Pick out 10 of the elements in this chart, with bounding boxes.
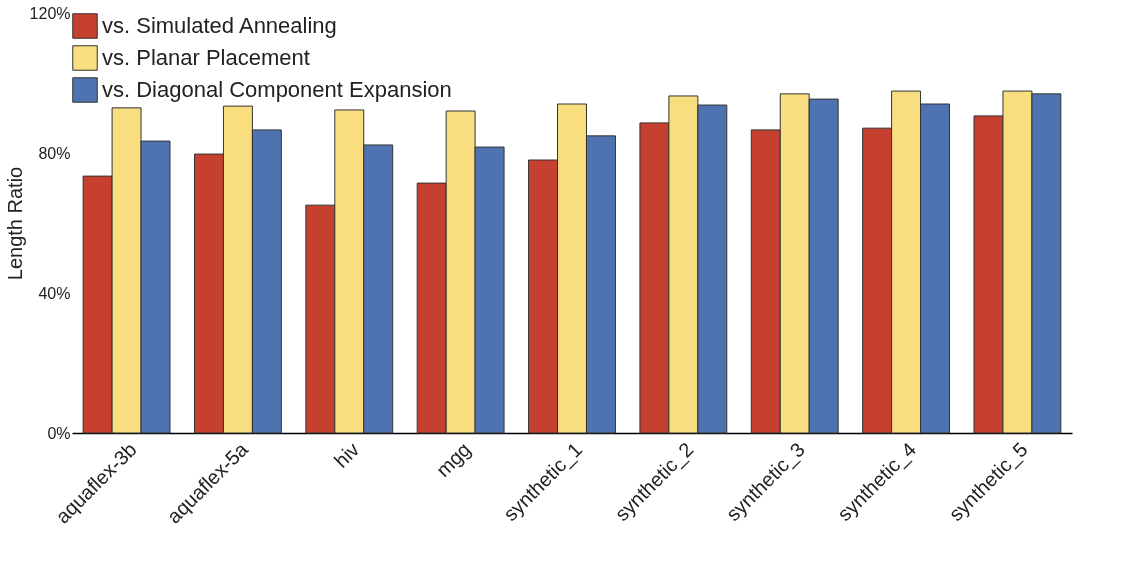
x-tick-label: hiv <box>329 438 364 472</box>
y-tick-label: 80% <box>38 144 71 162</box>
y-axis-title: Length Ratio <box>3 166 26 281</box>
legend-label: vs. Simulated Annealing <box>102 13 337 38</box>
legend-label: vs. Diagonal Component Expansion <box>102 77 452 102</box>
legend-label: vs. Planar Placement <box>102 45 310 70</box>
y-tick-label: 120% <box>29 4 71 22</box>
y-tick-label: 40% <box>38 284 71 302</box>
x-tick-label: mgg <box>431 438 475 482</box>
y-tick-label: 0% <box>47 424 71 442</box>
